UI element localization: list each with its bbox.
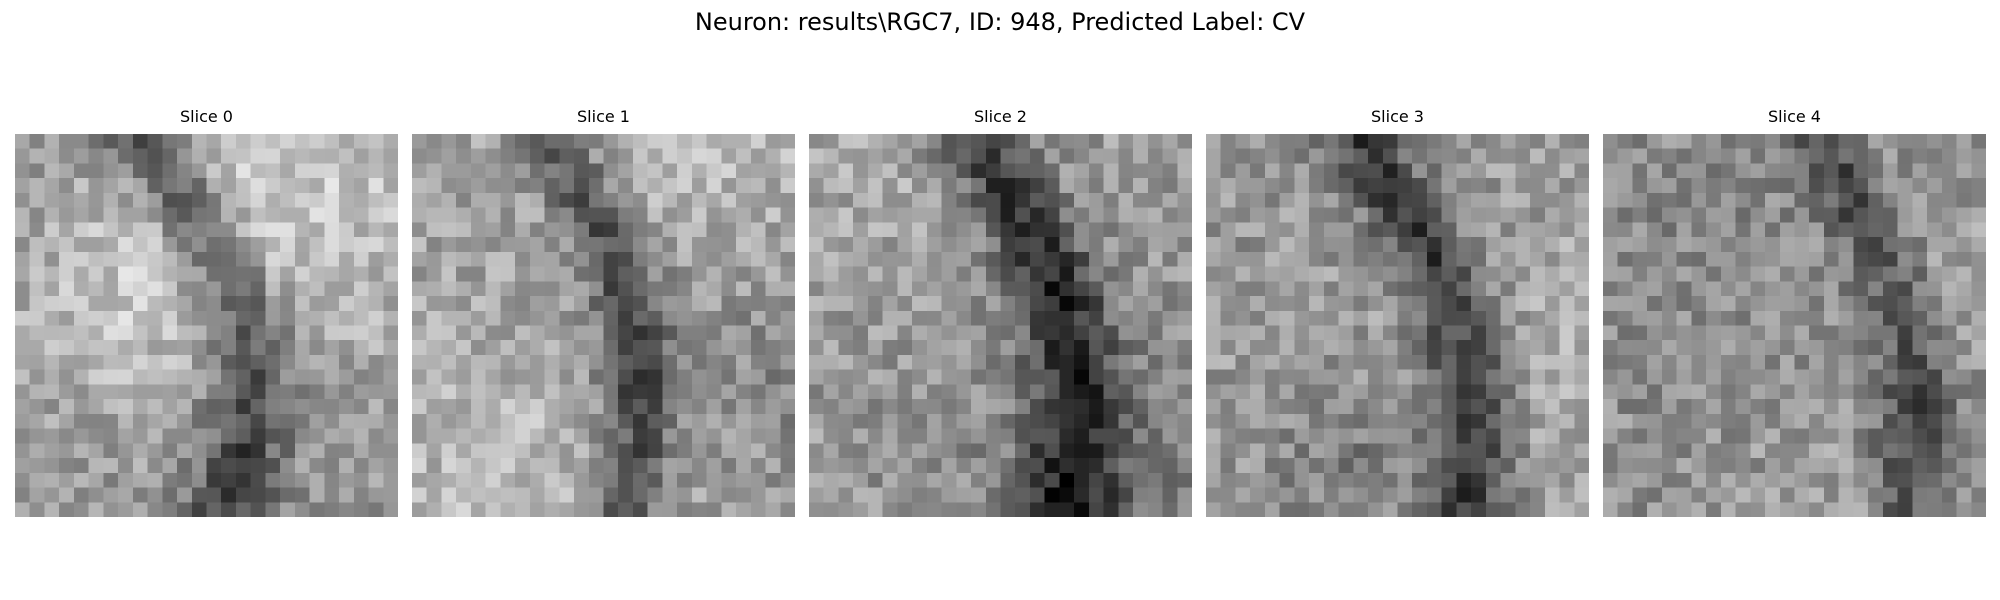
slice-panel-2: Slice 2 [809, 107, 1192, 519]
slice-title-2: Slice 2 [974, 107, 1027, 126]
slice-panel-0: Slice 0 [15, 107, 398, 519]
slice-image-2 [809, 134, 1192, 517]
slice-image-0 [15, 134, 398, 517]
slice-image-1 [412, 134, 795, 517]
slice-panel-4: Slice 4 [1603, 107, 1986, 519]
slice-title-1: Slice 1 [577, 107, 630, 126]
slice-image-4 [1603, 134, 1986, 517]
slice-panel-1: Slice 1 [412, 107, 795, 519]
slice-title-3: Slice 3 [1371, 107, 1424, 126]
slice-title-0: Slice 0 [180, 107, 233, 126]
slice-image-3 [1206, 134, 1589, 517]
slice-title-4: Slice 4 [1768, 107, 1821, 126]
slice-panel-3: Slice 3 [1206, 107, 1589, 519]
figure-title: Neuron: results\RGC7, ID: 948, Predicted… [694, 8, 1306, 36]
